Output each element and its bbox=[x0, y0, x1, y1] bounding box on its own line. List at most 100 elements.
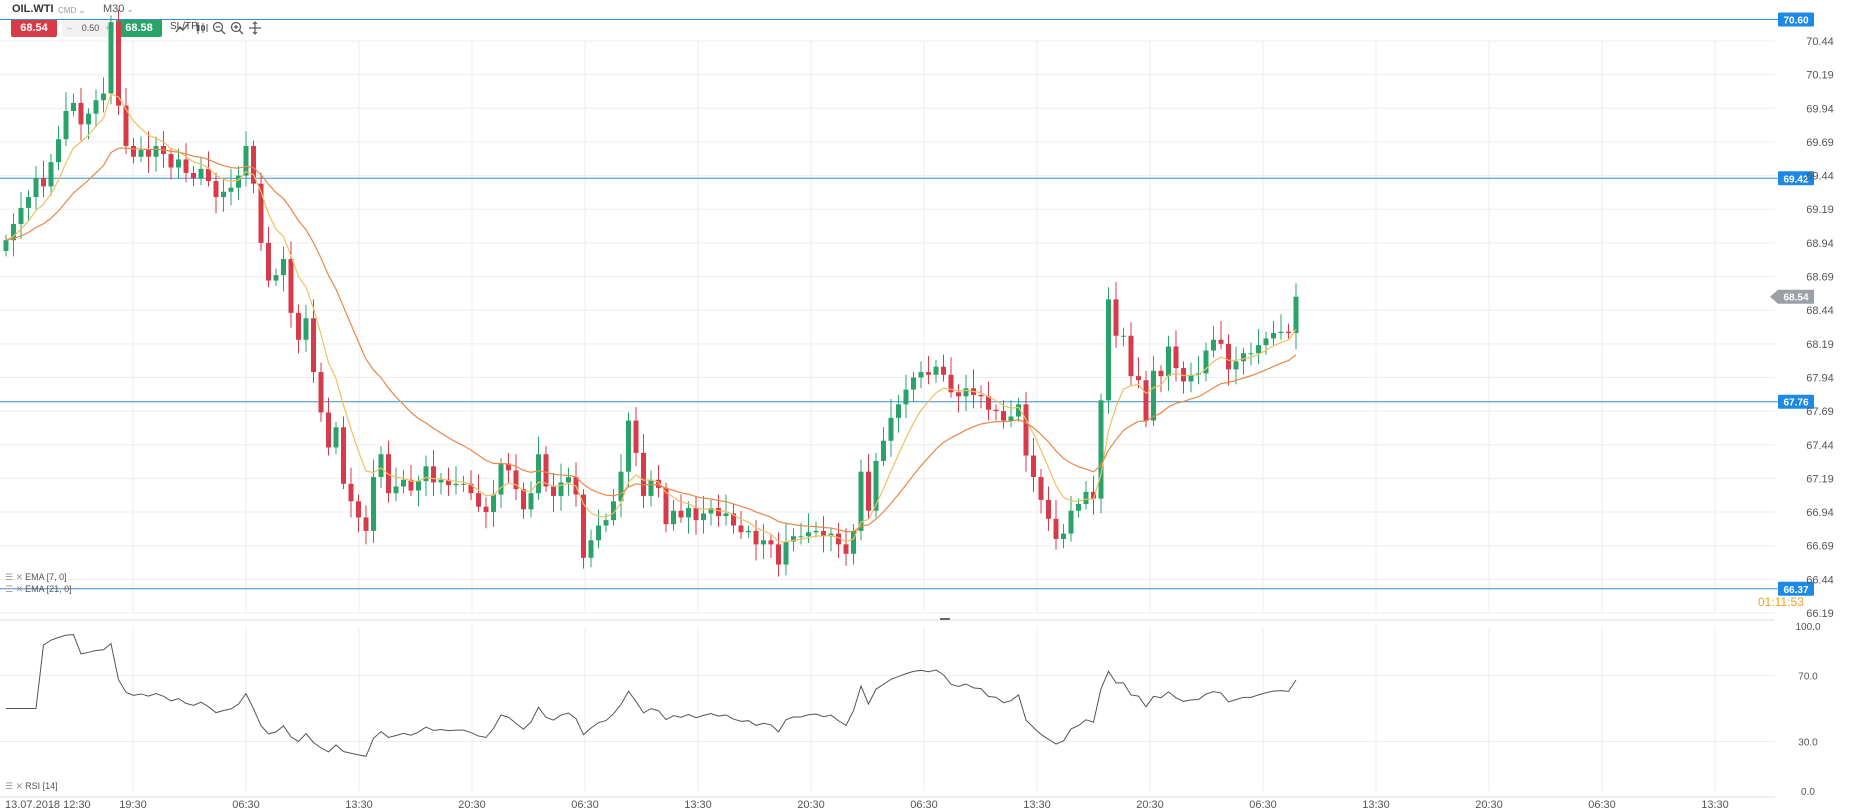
price-tick-label: 67.44 bbox=[1806, 440, 1834, 452]
time-tick-label: 20:30 bbox=[797, 799, 825, 811]
zoom-out-icon[interactable] bbox=[211, 20, 227, 36]
rsi-line bbox=[6, 634, 1297, 757]
volume-stepper[interactable]: – 0.50 + bbox=[62, 19, 114, 37]
candle-body bbox=[183, 159, 189, 173]
ema21-legend[interactable]: ☰ ✕ EMA [21, 0] bbox=[5, 584, 72, 594]
time-tick-label: 20:30 bbox=[1136, 799, 1164, 811]
sltp-button[interactable]: SL/TP bbox=[170, 21, 198, 32]
price-axis[interactable]: 70.44 70.19 69.94 69.69 69.44 69.19 68.94 68.69… bbox=[1758, 36, 1834, 620]
market-tag: CMD ⌄ bbox=[58, 5, 86, 15]
candle-body bbox=[978, 394, 984, 397]
candle-body bbox=[596, 525, 601, 541]
candle-body bbox=[1226, 343, 1231, 370]
candle-body bbox=[926, 372, 931, 375]
candle-body bbox=[1076, 503, 1081, 511]
time-axis[interactable]: 13.07.2018 12:30 19:30 06:30 13:30 20:30 06:3… bbox=[5, 799, 1729, 811]
candle-body bbox=[746, 530, 751, 533]
candles-icon[interactable] bbox=[194, 20, 210, 36]
price-level-tag[interactable] bbox=[1778, 12, 1814, 27]
candle-body bbox=[228, 187, 234, 192]
timeframe-selector[interactable]: M30 ⌄ bbox=[103, 3, 134, 15]
candle-body bbox=[993, 409, 999, 412]
candle-body bbox=[618, 471, 624, 502]
time-tick-label: 13:30 bbox=[1701, 799, 1729, 811]
candle-body bbox=[813, 530, 819, 533]
candle-body bbox=[1181, 368, 1186, 382]
price-tick-label: 68.94 bbox=[1806, 238, 1834, 250]
candle-body bbox=[873, 460, 879, 511]
candle-body bbox=[153, 145, 159, 157]
candle-body bbox=[536, 454, 541, 494]
sell-button[interactable]: 68.54 bbox=[11, 19, 57, 37]
candle-body bbox=[318, 372, 324, 413]
candle-body bbox=[603, 520, 609, 526]
candle-body bbox=[311, 318, 316, 373]
current-price-value: 68.54 bbox=[1783, 293, 1808, 304]
time-tick-label: 13:30 bbox=[1362, 799, 1390, 811]
candle-body bbox=[56, 139, 61, 163]
candle-body bbox=[11, 224, 16, 241]
candle-body bbox=[1001, 411, 1006, 421]
candle-body bbox=[896, 404, 901, 418]
candle-body bbox=[1203, 350, 1209, 374]
candle-body bbox=[1068, 510, 1074, 534]
candle-body bbox=[1256, 345, 1261, 354]
candle-body bbox=[836, 533, 841, 545]
symbol-name[interactable]: OIL.WTI bbox=[12, 3, 54, 15]
horizontal-levels[interactable]: 70.60 69.42 67.76 66.37 bbox=[0, 12, 1814, 596]
candle-body bbox=[551, 486, 556, 496]
candle-body bbox=[753, 530, 759, 545]
price-tick-label: 69.44 bbox=[1806, 171, 1834, 183]
increase-icon[interactable]: + bbox=[104, 23, 110, 33]
rsi-tick-label: 70.0 bbox=[1798, 672, 1818, 683]
ema7-legend[interactable]: ☰ ✕ EMA [7, 0] bbox=[5, 572, 67, 582]
decrease-icon[interactable]: – bbox=[67, 23, 73, 33]
candle-body bbox=[363, 517, 369, 531]
price-tick-label: 69.19 bbox=[1806, 204, 1834, 216]
candle-body bbox=[273, 275, 279, 281]
candle-body bbox=[101, 93, 106, 101]
time-tick-label: 20:30 bbox=[1475, 799, 1503, 811]
candle-body bbox=[1008, 416, 1014, 421]
candle-body bbox=[1293, 296, 1299, 334]
price-level-tag[interactable] bbox=[1778, 171, 1814, 186]
time-tick-label: 13:30 bbox=[684, 799, 712, 811]
chevron-down-icon: ⌄ bbox=[78, 5, 86, 15]
price-tick-label: 69.94 bbox=[1806, 103, 1834, 115]
candle-body bbox=[33, 178, 39, 198]
candle-body bbox=[1061, 533, 1066, 539]
candle-body bbox=[1016, 404, 1021, 417]
chart-toolbar: OIL.WTI CMD ⌄ M30 ⌄ 68.54 – 0.50 + 68.58 S… bbox=[0, 0, 640, 40]
candle-body bbox=[446, 479, 451, 486]
candle-body bbox=[701, 513, 706, 521]
price-level-value: 70.60 bbox=[1783, 15, 1808, 26]
zoom-in-icon[interactable] bbox=[229, 20, 245, 36]
candle-body bbox=[416, 481, 421, 491]
candle-body bbox=[326, 412, 331, 448]
candle-body bbox=[566, 477, 571, 483]
crosshair-icon[interactable] bbox=[247, 20, 263, 36]
candle-body bbox=[1233, 361, 1239, 370]
candle-body bbox=[348, 483, 354, 502]
candle-body bbox=[116, 22, 121, 106]
candle-body bbox=[191, 172, 196, 179]
price-level-tag[interactable] bbox=[1778, 394, 1814, 409]
price-level-value: 67.76 bbox=[1783, 398, 1808, 409]
chevron-down-icon: ⌄ bbox=[126, 4, 134, 14]
rsi-legend[interactable]: ☰ ✕ RSI [14] bbox=[5, 781, 58, 791]
candle-body bbox=[1188, 374, 1194, 382]
line-chart-icon[interactable] bbox=[174, 20, 190, 36]
price-tick-label: 70.44 bbox=[1806, 36, 1834, 48]
candle-body bbox=[581, 494, 586, 558]
buy-button[interactable]: 68.58 bbox=[116, 19, 162, 37]
volume-value[interactable]: 0.50 bbox=[81, 23, 100, 33]
time-tick-label: 13.07.2018 12:30 bbox=[5, 799, 91, 811]
candle-body bbox=[438, 479, 444, 483]
price-level-tag[interactable] bbox=[1778, 581, 1814, 596]
candle-body bbox=[738, 525, 744, 533]
time-tick-label: 06:30 bbox=[571, 799, 599, 811]
candle-body bbox=[356, 501, 361, 518]
candle-body bbox=[543, 454, 549, 487]
price-level-value: 69.42 bbox=[1783, 174, 1808, 185]
